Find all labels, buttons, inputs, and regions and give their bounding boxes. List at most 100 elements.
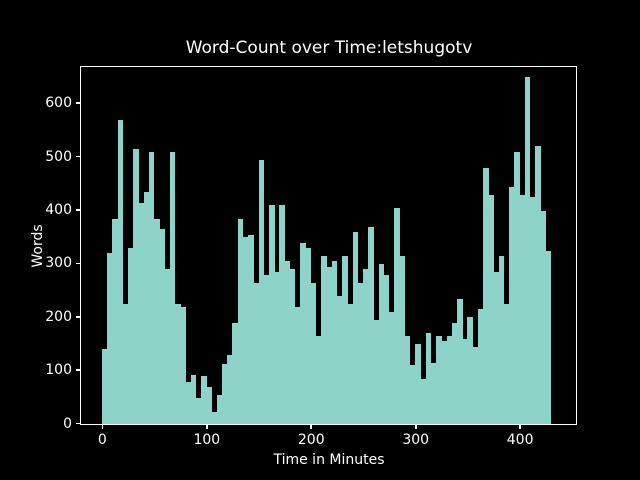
bar (268, 205, 275, 424)
bar (127, 247, 134, 424)
bar (289, 269, 296, 424)
y-tick-mark (76, 315, 80, 318)
bar (436, 335, 442, 424)
bar (143, 191, 150, 424)
bar (514, 151, 521, 424)
bar (441, 341, 447, 424)
bar (357, 282, 364, 424)
bar (180, 306, 186, 424)
bar (446, 335, 453, 424)
bar (430, 362, 437, 424)
bar (274, 271, 280, 424)
chart-title: Word-Count over Time:letshugotv (185, 38, 473, 58)
bar (451, 322, 458, 424)
bar (117, 119, 124, 424)
bar (185, 382, 192, 424)
bar (389, 311, 395, 424)
bar (122, 303, 129, 424)
bar (190, 374, 197, 424)
bar (195, 398, 202, 424)
bar (362, 269, 369, 424)
bar (169, 151, 176, 424)
y-tick-mark (76, 209, 80, 211)
bar (133, 149, 139, 424)
bar (383, 274, 390, 424)
bar (462, 338, 468, 424)
bar (519, 194, 526, 424)
bar (545, 250, 552, 424)
bar (206, 386, 212, 424)
bar (498, 255, 505, 424)
bar (425, 333, 432, 424)
bar (159, 229, 165, 424)
bar (221, 364, 228, 424)
bar (420, 378, 427, 424)
y-tick-label: 200 (45, 308, 72, 325)
y-tick-label: 400 (45, 202, 72, 218)
bar (248, 234, 254, 424)
x-tick-label: 200 (297, 432, 325, 448)
bar (263, 274, 270, 424)
x-tick-mark (206, 425, 208, 429)
y-tick-label: 600 (45, 95, 72, 112)
bar (331, 261, 338, 424)
bar (493, 271, 500, 424)
y-tick-mark (76, 422, 80, 425)
y-tick-mark (76, 102, 80, 105)
plot-area (80, 66, 577, 425)
bar (399, 255, 406, 424)
bar (174, 303, 181, 424)
bar (253, 282, 259, 424)
x-tick-mark (101, 425, 104, 429)
bar (279, 205, 286, 424)
bar (488, 194, 494, 424)
bar (258, 159, 265, 424)
x-tick-mark (310, 425, 313, 429)
bar (409, 365, 416, 424)
bar (300, 242, 306, 424)
bar (295, 306, 301, 424)
bar (540, 210, 547, 424)
bar (237, 218, 244, 424)
y-tick-label: 0 (63, 415, 72, 432)
bar (347, 303, 353, 424)
bar (164, 269, 171, 424)
bar (216, 394, 223, 424)
x-tick-mark (414, 425, 417, 429)
bar (138, 202, 145, 424)
bar (232, 322, 239, 424)
bar (310, 282, 317, 424)
y-tick-label: 100 (45, 362, 72, 379)
y-tick-mark (76, 262, 80, 265)
bar (284, 261, 291, 424)
bar (509, 186, 515, 424)
bar (477, 309, 484, 424)
y-tick-mark (76, 369, 80, 371)
bar (148, 151, 155, 424)
bar (535, 146, 541, 424)
bar (467, 317, 474, 424)
x-tick-label: 100 (193, 432, 221, 448)
y-tick-label: 500 (45, 148, 72, 165)
bar (154, 218, 160, 424)
x-axis-label: Time in Minutes (273, 452, 385, 468)
bar (242, 237, 249, 424)
y-tick-label: 300 (45, 255, 72, 272)
bar (415, 343, 421, 424)
bar (112, 218, 118, 424)
bar (394, 207, 400, 424)
bar (373, 319, 380, 424)
x-tick-label: 400 (506, 432, 534, 448)
bar (342, 255, 348, 424)
x-tick-mark (519, 425, 521, 429)
bar (211, 412, 218, 424)
y-axis-label: Words (30, 224, 46, 268)
y-tick-mark (76, 155, 80, 158)
bar (326, 266, 333, 424)
bar (227, 354, 233, 424)
bar (336, 295, 343, 424)
bar (472, 346, 479, 424)
bar (107, 253, 113, 424)
bar (378, 263, 385, 424)
